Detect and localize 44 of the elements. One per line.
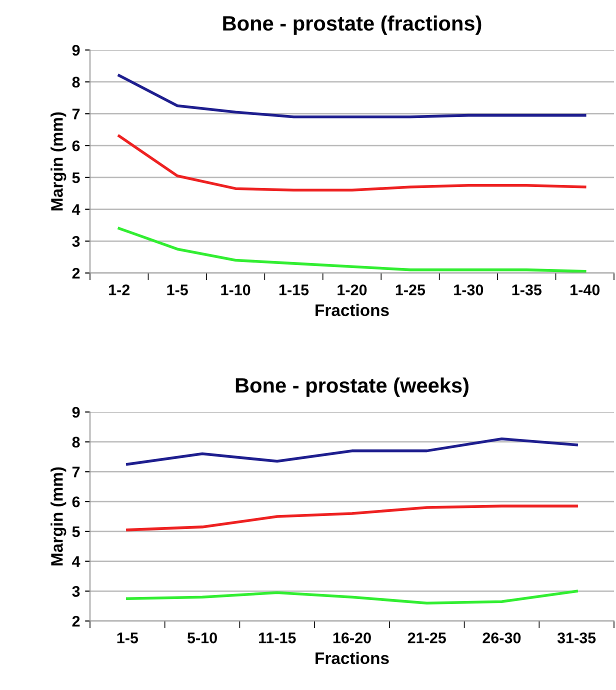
y-axis-title: Margin (mm) xyxy=(50,467,66,566)
x-tick-label: 1-25 xyxy=(396,284,426,296)
y-tick-label: 3 xyxy=(72,586,80,597)
y-tick-label: 8 xyxy=(72,436,80,448)
y-tick-label: 4 xyxy=(72,556,80,567)
chart-title: Bone - prostate (fractions) xyxy=(223,15,482,35)
x-tick-label: 1-2 xyxy=(109,284,130,296)
x-tick-label: 21-25 xyxy=(408,632,446,644)
x-tick-label: 1-15 xyxy=(279,284,309,296)
x-axis-title: Fractions xyxy=(316,652,389,664)
y-tick-label: 8 xyxy=(72,76,80,88)
line-series xyxy=(126,437,578,466)
x-axis-title: Fractions xyxy=(316,304,389,316)
x-tick-label: 1-10 xyxy=(221,284,250,296)
y-tick-label: 7 xyxy=(72,108,80,120)
y-tick-label: 2 xyxy=(72,616,80,627)
chart-title: Bone - prostate (weeks) xyxy=(236,377,468,397)
x-tick-label: 1-5 xyxy=(167,284,188,296)
x-tick-label: 1-40 xyxy=(570,284,600,296)
y-tick-label: 3 xyxy=(72,236,80,247)
y-tick-label: 9 xyxy=(72,406,80,418)
y-tick-label: 7 xyxy=(72,466,80,478)
y-axis-title: Margin (mm) xyxy=(50,112,66,210)
y-tick-label: 6 xyxy=(72,140,80,152)
y-tick-label: 5 xyxy=(72,172,80,184)
x-tick-label: 16-20 xyxy=(333,632,371,644)
y-tick-label: 5 xyxy=(72,526,80,538)
y-tick-label: 9 xyxy=(72,44,80,56)
x-tick-label: 1-5 xyxy=(117,632,138,644)
x-tick-label: 1-35 xyxy=(512,284,542,296)
y-tick-label: 2 xyxy=(72,268,80,279)
x-tick-label: 26-30 xyxy=(482,632,521,644)
y-tick-label: 4 xyxy=(72,204,80,215)
y-tick-label: 6 xyxy=(72,496,80,508)
x-tick-label: 11-15 xyxy=(258,632,296,644)
line-series xyxy=(126,504,578,532)
x-tick-label: 5-10 xyxy=(187,632,217,644)
line-series xyxy=(126,590,578,604)
x-tick-label: 1-30 xyxy=(454,284,484,296)
x-tick-label: 31-35 xyxy=(557,632,596,644)
line-series xyxy=(118,227,586,273)
x-tick-label: 1-20 xyxy=(338,284,367,296)
line-series xyxy=(118,74,586,118)
line-series xyxy=(118,134,586,192)
